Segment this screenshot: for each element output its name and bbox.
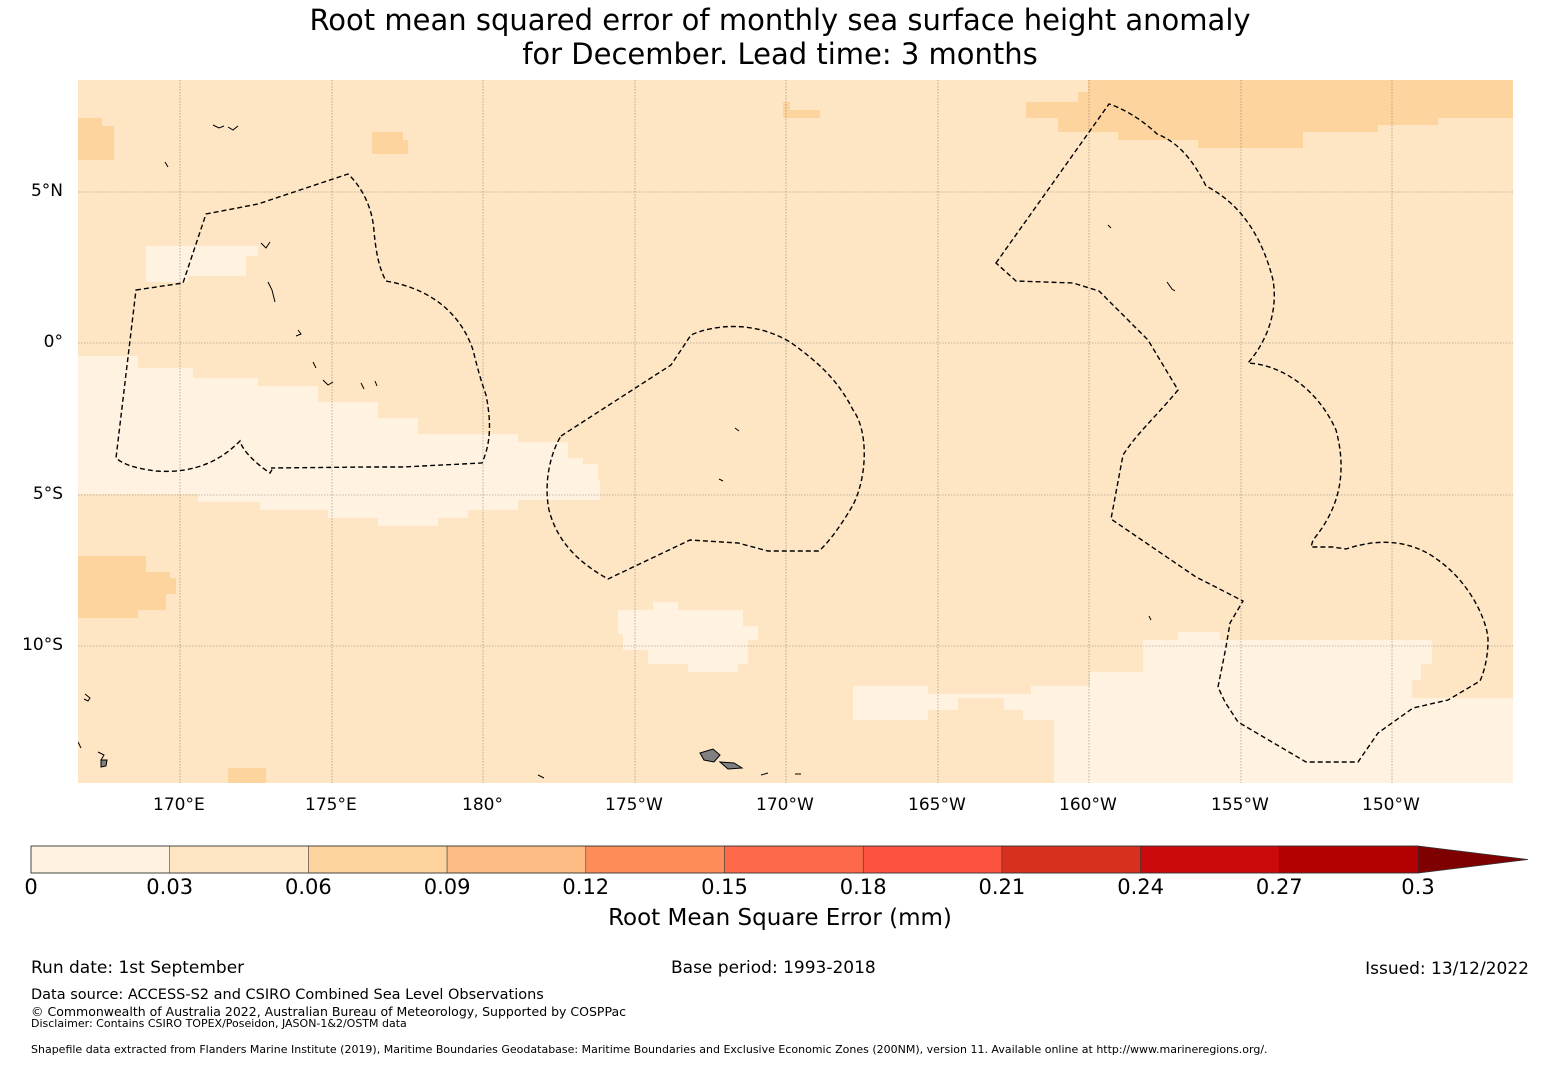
land-samoa [100,748,744,770]
colorbar-tick: 0.15 [701,875,748,899]
colorbar-tick: 0.03 [146,875,194,899]
colorbar-tick: 0.24 [1117,875,1164,899]
colorbar-tick: 0.27 [1255,875,1303,899]
colorbar-extend-max [1417,845,1529,874]
colorbar-segment [1279,845,1419,874]
colorbar-tick: 0.3 [1401,875,1435,899]
colorbar-tick: 0.06 [285,875,332,899]
eez-boundaries [115,103,1489,763]
x-tick-160W: 160°W [1059,795,1117,815]
colorbar [30,845,1529,874]
rmse-patches-medium [78,80,1513,783]
colorbar-label: Root Mean Square Error (mm) [608,905,952,931]
map-panel [78,80,1513,783]
eez-boundary-east [995,103,1489,763]
colorbar-segment [1140,845,1280,874]
y-tick-0: 0° [43,332,63,352]
colorbar-tick: 0.12 [562,875,610,899]
data-source: Data source: ACCESS-S2 and CSIRO Combine… [31,987,544,1003]
colorbar-segment [585,845,725,874]
colorbar-outline [30,845,1419,874]
colorbar-segment [308,845,448,874]
colorbar-segment [169,845,309,874]
base-period: Base period: 1993-2018 [671,958,876,978]
colorbar-segment [862,845,1003,874]
x-tick-155W: 155°W [1211,795,1269,815]
islands [78,124,1176,779]
colorbar-tick: 0.18 [839,875,887,899]
colorbar-segment [724,845,864,874]
colorbar-tick: 0.21 [978,875,1026,899]
chart-title: Root mean squared error of monthly sea s… [0,3,1560,71]
x-tick-170W: 170°W [756,795,814,815]
eez-boundary-central [546,325,865,580]
issued-date: Issued: 13/12/2022 [1365,959,1529,979]
rmse-patches-low [78,246,1513,783]
x-tick-175E: 175°E [305,795,357,815]
y-tick-5S: 5°S [32,484,63,504]
run-date: Run date: 1st September [31,958,245,978]
copyright: © Commonwealth of Australia 2022, Austra… [31,1004,626,1019]
x-tick-170E: 170°E [153,795,205,815]
x-tick-180: 180° [462,795,503,815]
map-gridlines [78,80,1513,783]
title-line-2: for December. Lead time: 3 months [522,37,1038,71]
colorbar-segment [446,845,587,874]
y-tick-5N: 5°N [30,181,63,201]
colorbar-tick: 0.09 [423,875,471,899]
y-tick-10S: 10°S [22,635,63,655]
eez-boundary-west [115,173,491,474]
x-tick-165W: 165°W [908,795,966,815]
x-tick-175W: 175°W [605,795,663,815]
colorbar-segment [30,845,170,874]
x-tick-150W: 150°W [1362,795,1420,815]
colorbar-segment [1001,845,1141,874]
title-line-1: Root mean squared error of monthly sea s… [309,3,1251,37]
colorbar-tick: 0 [24,875,38,899]
shapefile-credit: Shapefile data extracted from Flanders M… [31,1043,1268,1056]
disclaimer: Disclaimer: Contains CSIRO TOPEX/Poseido… [31,1017,407,1030]
